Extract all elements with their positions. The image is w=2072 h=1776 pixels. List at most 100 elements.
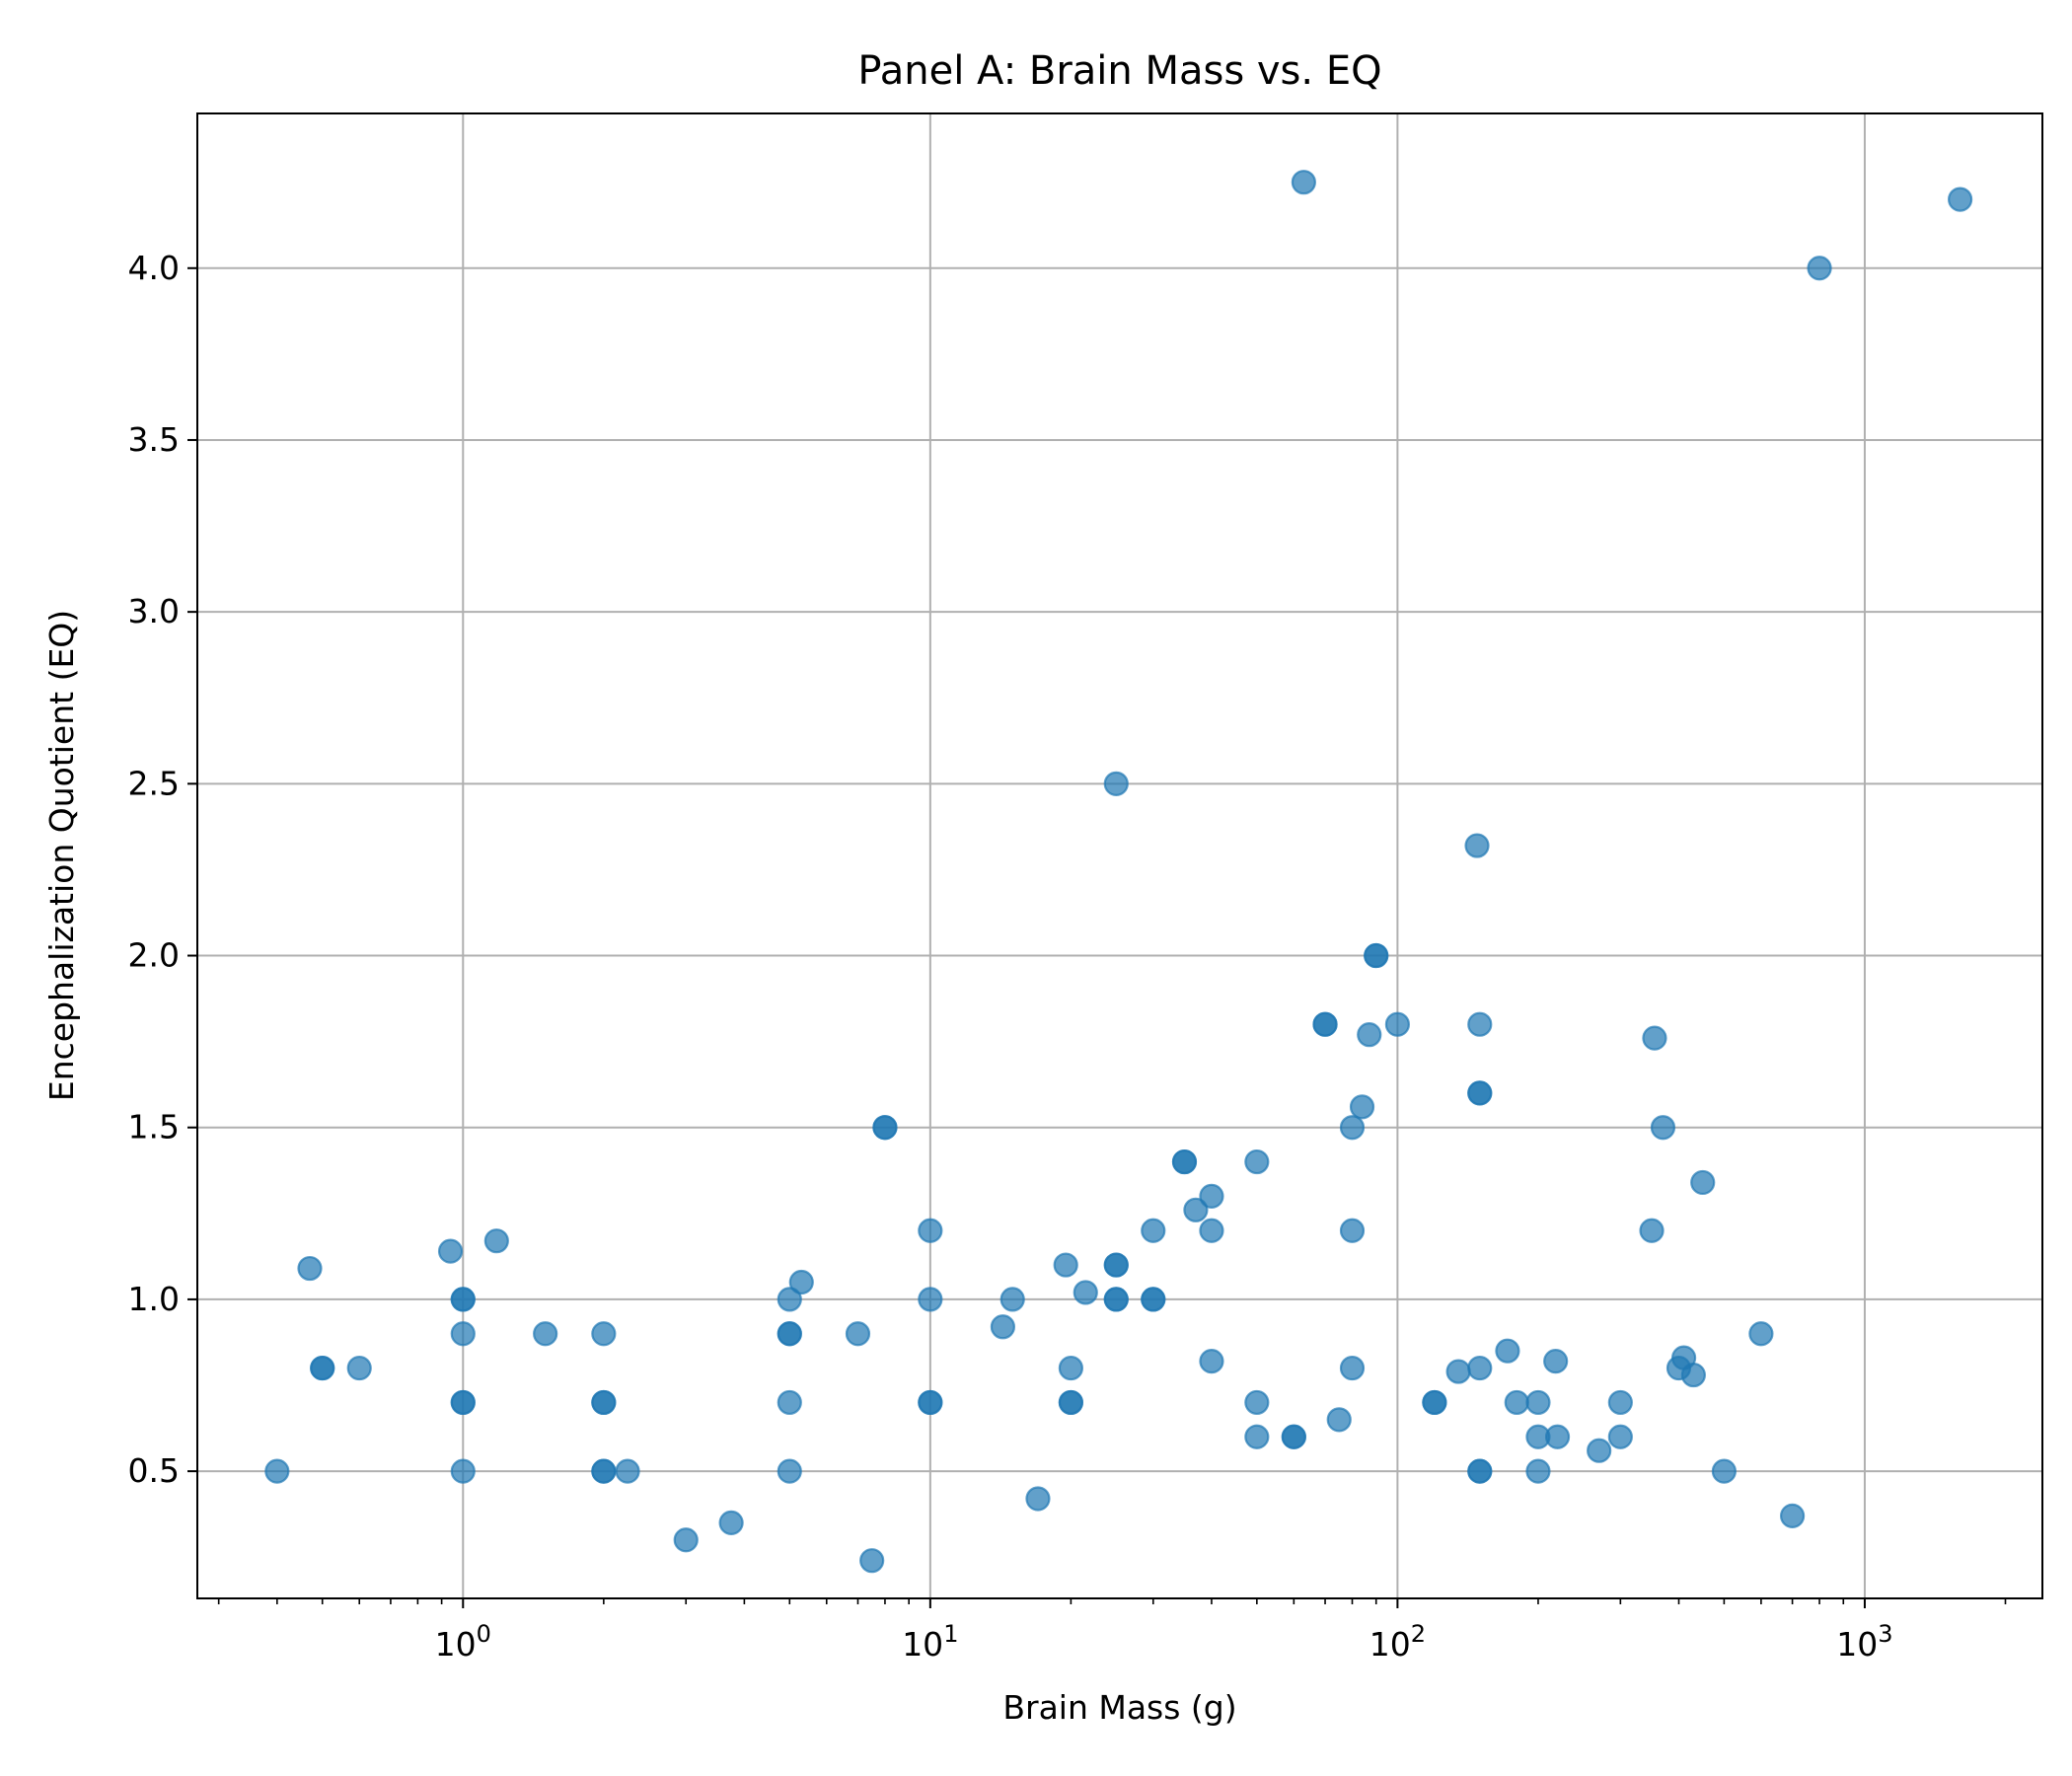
data-point	[1291, 170, 1316, 195]
y-tick-label: 2.5	[128, 764, 180, 802]
data-point	[1504, 1389, 1529, 1416]
data-point	[777, 1321, 802, 1347]
y-tick-label: 2.0	[128, 936, 180, 975]
y-tick-label: 1.0	[128, 1280, 180, 1318]
data-point	[1495, 1338, 1520, 1364]
data-point	[1199, 1349, 1224, 1374]
data-point	[990, 1314, 1015, 1340]
data-point	[1525, 1458, 1551, 1484]
data-point	[918, 1389, 943, 1416]
y-tick-label: 3.5	[128, 420, 180, 459]
data-point	[1183, 1197, 1209, 1222]
data-point	[1711, 1458, 1737, 1484]
y-tick-label: 4.0	[128, 249, 180, 287]
data-point	[1384, 1011, 1410, 1037]
data-point	[1364, 942, 1389, 969]
data-point	[591, 1458, 617, 1484]
data-point	[777, 1287, 802, 1312]
data-point	[1680, 1362, 1706, 1388]
y-tick-label: 3.0	[128, 592, 180, 630]
data-point	[1141, 1287, 1166, 1312]
data-point	[1058, 1355, 1083, 1381]
data-point	[591, 1321, 617, 1347]
data-point	[1244, 1424, 1270, 1449]
y-tick-label: 0.5	[128, 1451, 180, 1490]
data-point	[1357, 1022, 1382, 1048]
axis-ticks: 0.5 1.0 1.5 2.0 2.5 3.0 3.5 4.0 100 101 102 103	[128, 249, 2007, 1664]
data-point	[346, 1355, 372, 1381]
data-point	[1073, 1280, 1098, 1305]
data-point	[1467, 1458, 1493, 1484]
data-point	[483, 1228, 509, 1254]
data-point	[533, 1321, 558, 1347]
data-point	[591, 1389, 617, 1416]
data-point	[673, 1527, 699, 1553]
data-point	[1058, 1389, 1083, 1416]
data-point	[615, 1458, 640, 1484]
data-point	[450, 1321, 476, 1347]
data-point	[859, 1548, 885, 1574]
data-point	[918, 1287, 943, 1312]
data-point	[1779, 1503, 1806, 1528]
data-point	[1607, 1389, 1633, 1416]
data-point	[1103, 1287, 1129, 1312]
data-point	[1748, 1321, 1774, 1347]
data-point	[437, 1238, 464, 1264]
data-points	[264, 170, 1973, 1574]
data-point	[1422, 1389, 1447, 1416]
data-point	[1312, 1011, 1338, 1037]
data-point	[450, 1458, 476, 1484]
data-point	[845, 1321, 871, 1347]
data-point	[1607, 1424, 1633, 1449]
data-point	[1948, 186, 1973, 212]
data-point	[264, 1458, 290, 1484]
data-point	[1199, 1183, 1224, 1209]
data-point	[450, 1389, 476, 1416]
data-point	[777, 1389, 802, 1416]
data-point	[1339, 1355, 1366, 1381]
data-point	[918, 1218, 943, 1243]
data-point	[1639, 1218, 1665, 1243]
data-point	[1244, 1148, 1270, 1175]
y-axis-title: Encephalization Quotient (EQ)	[42, 610, 81, 1101]
y-tick-label: 1.5	[128, 1108, 180, 1147]
data-point	[999, 1287, 1025, 1312]
data-point	[1025, 1486, 1051, 1512]
x-tick-label: 100	[435, 1620, 491, 1664]
data-point	[1349, 1094, 1375, 1120]
data-point	[1281, 1424, 1306, 1449]
data-point	[1650, 1115, 1676, 1141]
data-point	[1445, 1359, 1471, 1384]
data-point	[310, 1355, 335, 1381]
x-tick-label: 101	[902, 1620, 958, 1664]
data-point	[872, 1115, 898, 1141]
data-point	[1467, 1011, 1493, 1037]
data-point	[1807, 256, 1832, 281]
data-point	[1467, 1080, 1493, 1106]
data-point	[1690, 1169, 1716, 1196]
chart-title: Panel A: Brain Mass vs. EQ	[857, 48, 1381, 94]
data-point	[1171, 1148, 1198, 1175]
data-point	[1244, 1389, 1270, 1416]
data-point	[1339, 1218, 1366, 1243]
data-point	[1642, 1025, 1667, 1051]
plot-frame	[196, 112, 2043, 1599]
data-point	[718, 1510, 744, 1535]
x-tick-label: 102	[1369, 1620, 1426, 1664]
data-point	[788, 1269, 814, 1295]
data-point	[1053, 1252, 1078, 1278]
data-point	[1141, 1218, 1166, 1243]
data-point	[1544, 1424, 1571, 1449]
data-point	[1103, 771, 1129, 796]
data-point	[1525, 1389, 1551, 1416]
data-point	[1464, 833, 1490, 858]
x-tick-label: 103	[1836, 1620, 1892, 1664]
data-point	[450, 1287, 476, 1312]
data-point	[1339, 1115, 1366, 1141]
data-point	[1467, 1355, 1493, 1381]
data-point	[297, 1255, 323, 1282]
data-point	[1587, 1438, 1612, 1463]
data-point	[1199, 1218, 1224, 1243]
data-point	[1543, 1349, 1569, 1374]
